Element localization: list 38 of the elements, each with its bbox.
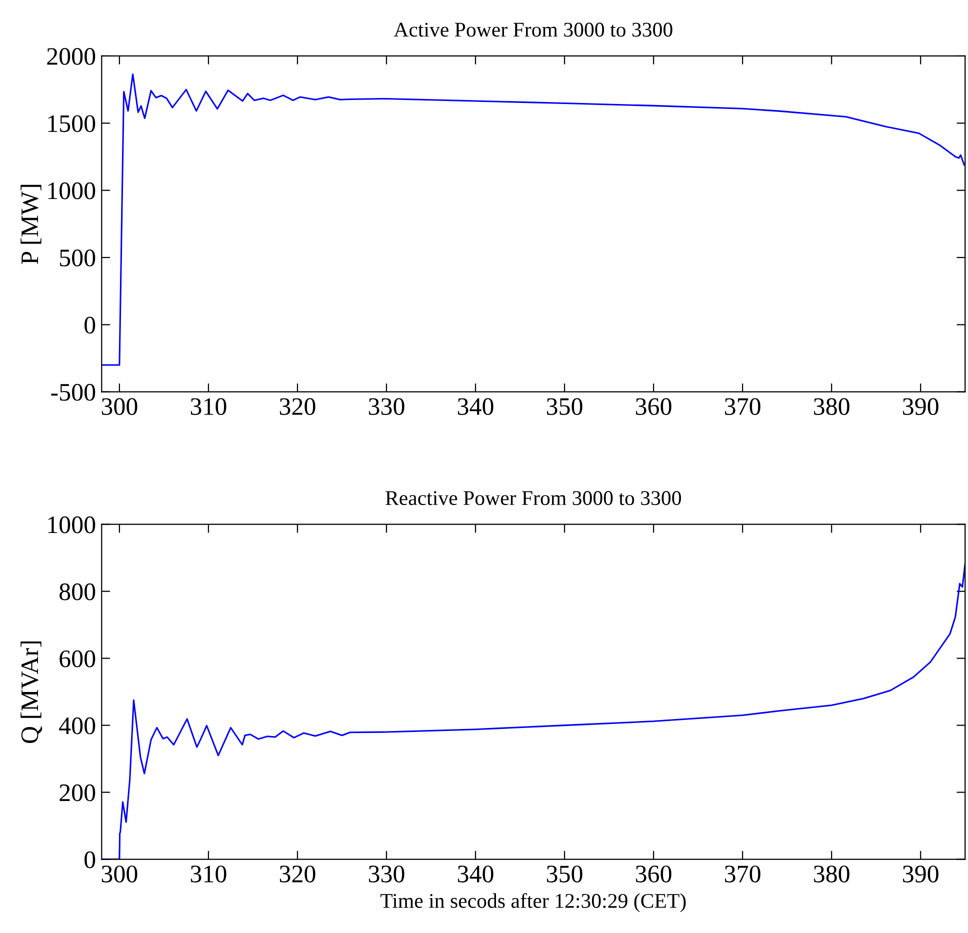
y-tick-label: 1000 (48, 182, 96, 200)
x-tick-label: 340 (458, 398, 494, 416)
y-axis-title: Q [MVAr] (20, 641, 42, 743)
y-tick-label: 600 (60, 650, 96, 668)
x-tick-label: 300 (102, 398, 138, 416)
x-tick-label: 350 (546, 398, 582, 416)
y-tick-label: -500 (51, 384, 96, 401)
y-tick-label: 0 (84, 851, 96, 868)
chart-title: Active Power From 3000 to 3300 (394, 22, 672, 37)
x-tick-label: 300 (102, 866, 138, 882)
line-series (102, 73, 965, 366)
x-axis-title: Time in secods after 12:30:29 (CET) (380, 893, 686, 912)
chart-title: Reactive Power From 3000 to 3300 (386, 491, 681, 506)
y-axis-title: P [MW] (20, 184, 42, 264)
x-tick-label: 310 (190, 866, 226, 882)
x-tick-label: 340 (458, 866, 494, 882)
x-tick-label: 380 (814, 866, 850, 882)
y-tick-label: 1000 (48, 516, 96, 534)
y-tick-label: 800 (60, 583, 96, 600)
x-tick-label: 390 (903, 866, 938, 882)
y-tick-label: 200 (60, 784, 96, 802)
y-tick-label: 0 (84, 316, 96, 334)
x-tick-label: 380 (814, 398, 850, 416)
x-tick-label: 390 (903, 398, 938, 416)
y-tick-label: 2000 (47, 48, 96, 65)
x-tick-label: 320 (280, 398, 316, 416)
x-tick-label: 350 (546, 866, 582, 882)
y-tick-label: 1500 (48, 115, 96, 132)
x-tick-label: 360 (636, 398, 672, 416)
y-tick-label: 400 (59, 717, 96, 734)
x-tick-label: 360 (636, 866, 672, 882)
x-tick-label: 310 (190, 398, 226, 416)
x-tick-label: 370 (725, 398, 760, 416)
x-tick-label: 330 (368, 866, 404, 882)
x-tick-label: 320 (280, 866, 316, 882)
x-tick-label: 370 (725, 866, 760, 882)
x-tick-label: 330 (368, 398, 404, 416)
y-tick-label: 500 (60, 250, 96, 266)
